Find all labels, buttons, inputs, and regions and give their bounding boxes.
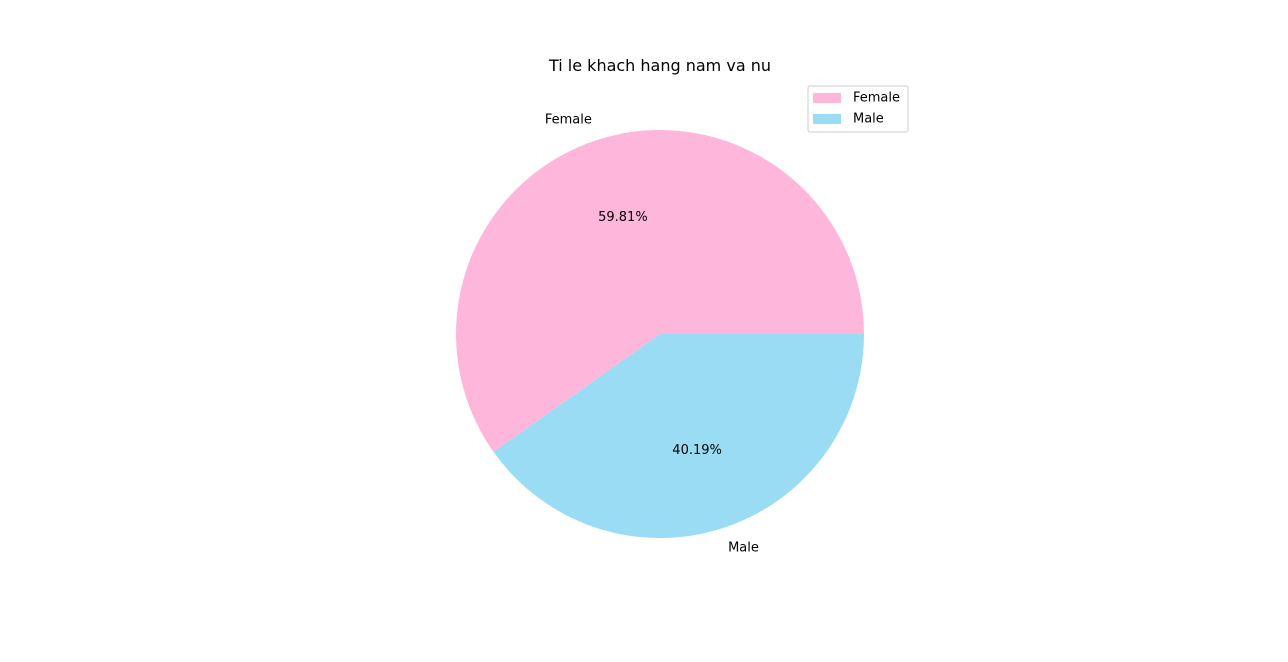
legend-swatch-male [813,114,841,124]
pie-slices [455,130,864,539]
legend-swatch-female [813,93,841,103]
chart-title: Ti le khach hang nam va nu [548,56,771,75]
legend-label-female: Female [853,91,900,106]
slice-label-female: Female [545,113,592,128]
pie-slice-labels: Female 59.81% Male 40.19% [545,113,759,556]
legend-label-male: Male [853,112,884,127]
pie-slice-female [455,130,864,452]
pie-slice-male [493,334,864,539]
legend: Female Male [807,85,909,133]
slice-percent-male: 40.19% [672,443,722,458]
slice-percent-female: 59.81% [598,210,648,225]
slice-label-male: Male [728,540,759,555]
